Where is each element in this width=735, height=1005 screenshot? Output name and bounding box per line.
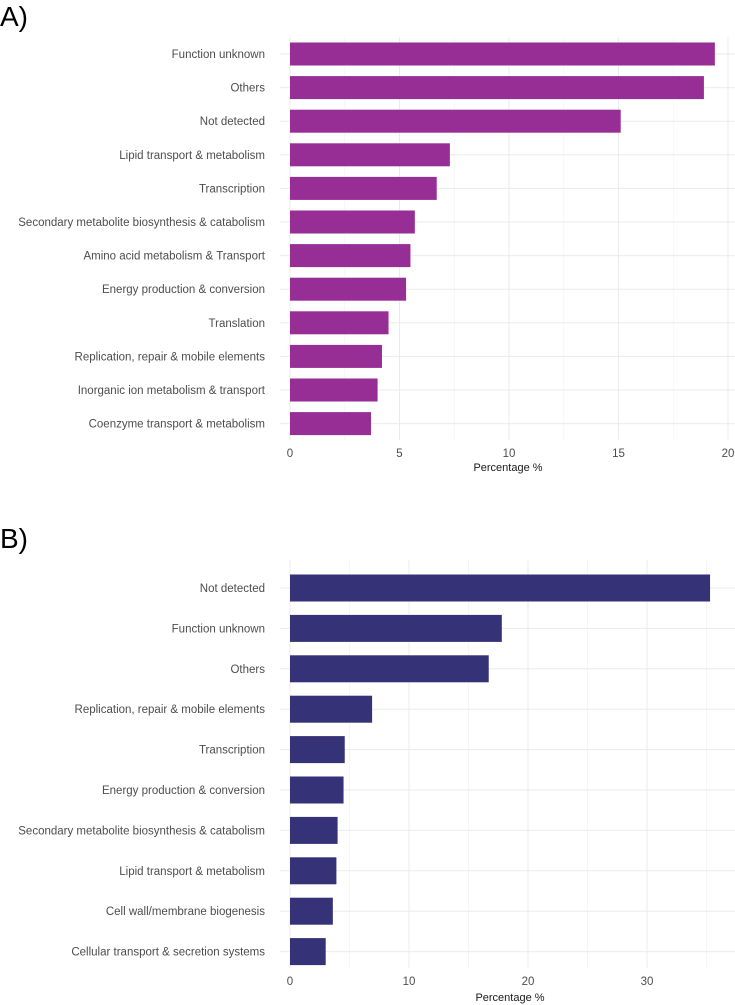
category-label: Coenzyme transport & metabolism	[89, 419, 265, 431]
category-label: Energy production & conversion	[102, 785, 265, 797]
category-label: Others	[230, 83, 265, 95]
bar	[290, 210, 415, 234]
category-label: Not detected	[200, 583, 265, 595]
category-label: Lipid transport & metabolism	[119, 866, 265, 878]
bar	[290, 143, 450, 167]
category-label: Energy production & conversion	[102, 284, 265, 296]
x-tick-label: 20	[522, 976, 535, 988]
x-tick-label: 15	[612, 448, 625, 460]
bar	[290, 378, 378, 402]
bar	[290, 857, 337, 885]
bar	[290, 897, 333, 925]
x-tick-label: 10	[403, 976, 416, 988]
category-labels-a: Function unknown Others Not detected Lipid …	[18, 49, 266, 431]
category-label: Lipid transport & metabolism	[119, 150, 265, 162]
category-label: Inorganic ion metabolism & transport	[78, 385, 266, 397]
category-label: Transcription	[199, 745, 265, 757]
category-label: Translation	[209, 318, 265, 330]
x-tick-label: 30	[641, 976, 654, 988]
bar	[290, 344, 382, 368]
bar	[290, 655, 489, 683]
panel-a-label: A)	[0, 1, 28, 32]
x-tick-label: 0	[287, 448, 293, 460]
bar	[290, 736, 345, 764]
x-tick-label: 10	[503, 448, 516, 460]
category-label: Cell wall/membrane biogenesis	[106, 906, 265, 918]
bar	[290, 938, 326, 966]
bars-a	[290, 42, 715, 436]
x-tick-label: 5	[396, 448, 402, 460]
x-tick-label: 20	[722, 448, 735, 460]
chart-b: B) Not detected Function unknown Others Rep…	[0, 523, 735, 1004]
category-label: Secondary metabolite biosynthesis & cata…	[18, 217, 265, 229]
chart-a: A) Function unknown Others Not detected Lip…	[0, 1, 735, 474]
x-tick-label: 0	[287, 976, 293, 988]
tick-labels-a: 0 5 10 15 20	[287, 448, 735, 460]
category-label: Function unknown	[172, 49, 265, 61]
bar	[290, 614, 502, 642]
bar	[290, 109, 621, 133]
category-label: Others	[230, 664, 265, 676]
category-labels-b: Not detected Function unknown Others Replic…	[18, 583, 265, 959]
x-axis-title-a: Percentage %	[473, 462, 542, 474]
category-label: Cellular transport & secretion systems	[71, 947, 265, 959]
category-label: Replication, repair & mobile elements	[75, 351, 266, 363]
bar	[290, 277, 407, 301]
category-label: Replication, repair & mobile elements	[75, 704, 266, 716]
bar	[290, 311, 389, 335]
category-label: Transcription	[199, 183, 265, 195]
x-axis-title-b: Percentage %	[475, 992, 544, 1004]
bar	[290, 695, 373, 723]
tick-labels-b: 0 10 20 30	[287, 976, 654, 988]
bar	[290, 412, 372, 436]
category-label: Function unknown	[172, 623, 265, 635]
bar	[290, 816, 338, 844]
bar	[290, 244, 411, 268]
bar	[290, 76, 704, 100]
bar	[290, 42, 715, 66]
bar	[290, 574, 711, 602]
bar	[290, 176, 437, 200]
category-label: Amino acid metabolism & Transport	[83, 251, 265, 263]
panel-b-label: B)	[0, 523, 28, 554]
category-label: Not detected	[200, 116, 265, 128]
bar	[290, 776, 344, 804]
category-label: Secondary metabolite biosynthesis & cata…	[18, 825, 265, 837]
bars-b	[290, 574, 711, 966]
